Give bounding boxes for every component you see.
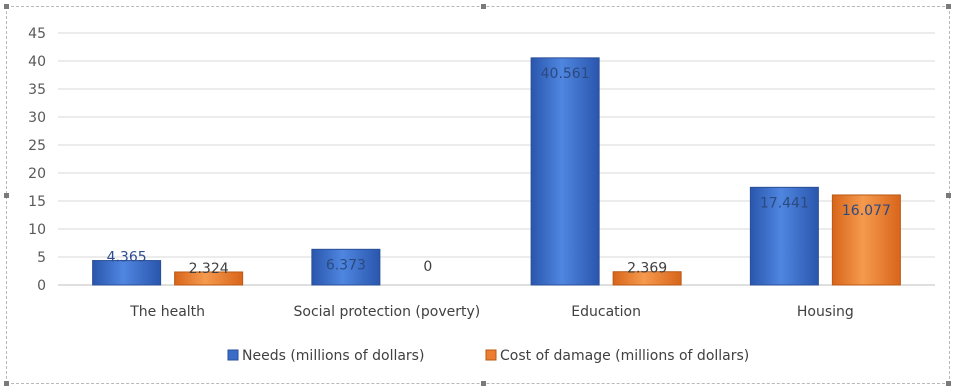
y-tick-label: 45 <box>28 26 46 42</box>
category-labels: The health Social protection (poverty) Edu… <box>129 304 854 320</box>
bar-needs-1 <box>311 248 381 286</box>
data-label: 40.561 <box>541 66 590 82</box>
resize-handle-bottom-right[interactable] <box>946 381 951 386</box>
data-label: 16.077 <box>842 203 891 219</box>
data-label: 17.441 <box>760 195 809 211</box>
y-axis-tick-labels: 0 5 10 15 20 25 30 35 40 45 <box>28 26 46 294</box>
resize-handle-top-center[interactable] <box>481 4 486 9</box>
y-tick-label: 35 <box>28 82 46 98</box>
legend-label-needs: Needs (millions of dollars) <box>242 348 424 364</box>
data-label: 6.373 <box>326 257 366 273</box>
bar-needs-0 <box>92 260 162 286</box>
legend-swatch-damage <box>485 349 497 361</box>
bars <box>92 57 901 286</box>
legend-label-damage: Cost of damage (millions of dollars) <box>500 348 749 364</box>
y-tick-label: 5 <box>37 250 46 266</box>
resize-handle-bottom-center[interactable] <box>481 381 486 386</box>
category-label: Education <box>571 304 641 320</box>
category-label: Housing <box>797 304 854 320</box>
y-tick-label: 40 <box>28 54 46 70</box>
resize-handle-middle-left[interactable] <box>4 193 9 198</box>
resize-handle-top-right[interactable] <box>946 4 951 9</box>
bar-needs-2 <box>530 57 600 286</box>
legend: Needs (millions of dollars) Cost of damag… <box>227 348 749 364</box>
data-label: 0 <box>423 259 432 275</box>
resize-handle-bottom-left[interactable] <box>4 381 9 386</box>
data-label: 2.369 <box>627 261 667 277</box>
bar-damage-0 <box>174 271 244 286</box>
resize-handle-top-left[interactable] <box>4 4 9 9</box>
category-label: Social protection (poverty) <box>294 304 481 320</box>
category-label: The health <box>129 304 205 320</box>
y-tick-label: 30 <box>28 110 46 126</box>
resize-handle-middle-right[interactable] <box>946 193 951 198</box>
y-tick-label: 0 <box>37 278 46 294</box>
y-tick-label: 15 <box>28 194 46 210</box>
legend-swatch-needs <box>227 349 239 361</box>
y-tick-label: 20 <box>28 166 46 182</box>
data-label: 4.365 <box>107 250 147 266</box>
bar-needs-3 <box>749 186 819 286</box>
gridlines <box>58 32 935 286</box>
y-tick-label: 25 <box>28 138 46 154</box>
data-label: 2.324 <box>189 261 229 277</box>
data-labels: 4.365 2.324 6.373 0 40.561 2.369 17.441 16.077 <box>107 66 891 277</box>
bar-damage-2 <box>612 271 682 286</box>
y-tick-label: 10 <box>28 222 46 238</box>
bar-damage-3 <box>831 194 901 286</box>
